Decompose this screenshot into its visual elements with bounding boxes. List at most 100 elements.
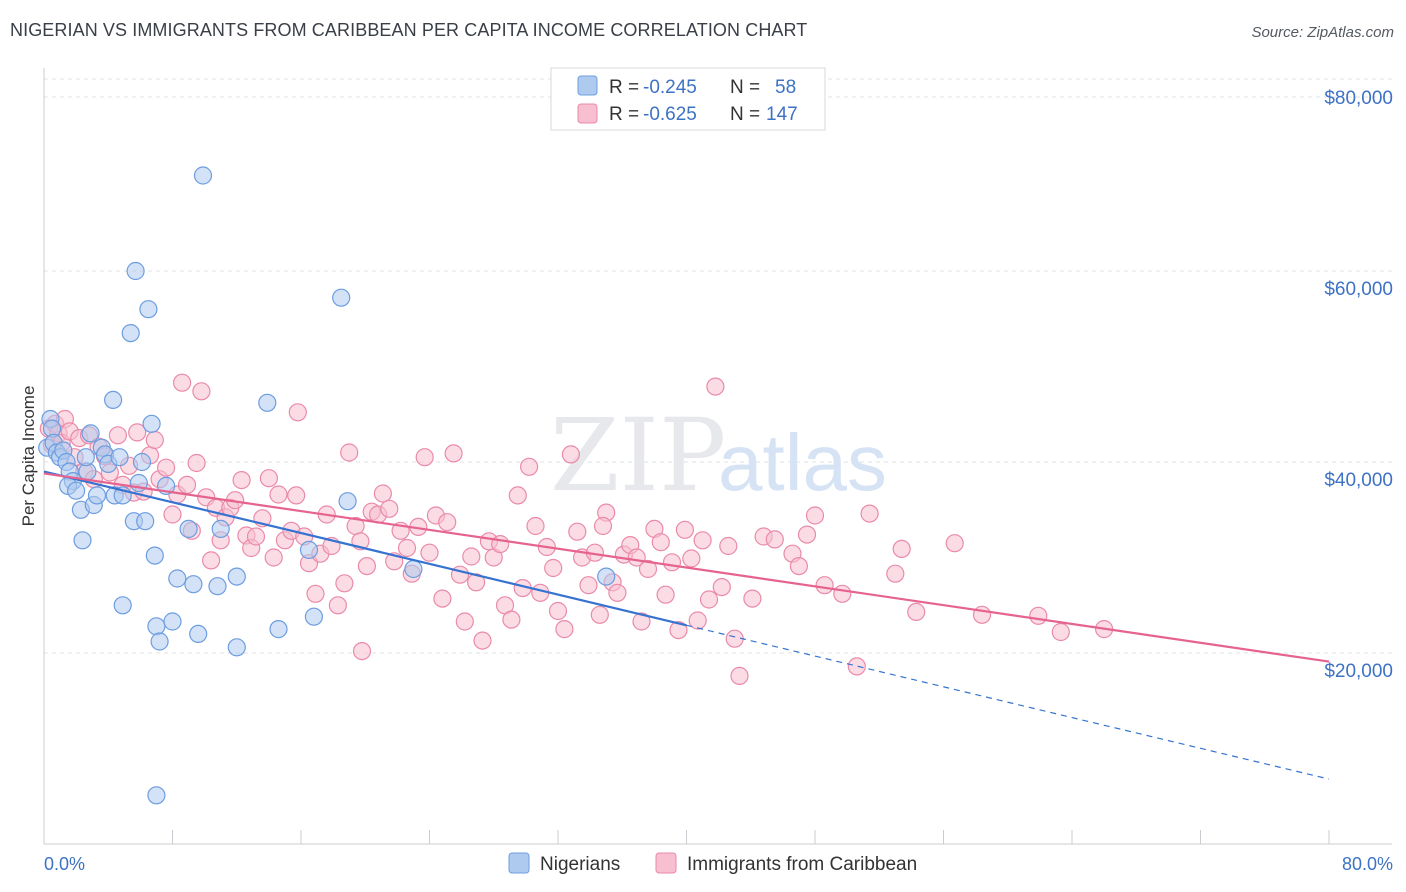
caribbean-data-point	[352, 641, 372, 661]
caribbean-data-point	[638, 559, 658, 579]
caribbean-data-point	[815, 576, 834, 595]
stats-n-value-1: 58	[775, 77, 796, 98]
nigerian-data-point	[208, 577, 227, 596]
caribbean-data-point	[699, 590, 719, 609]
y-tick-label-60000: $60,000	[1324, 279, 1393, 300]
legend-label-nigerians[interactable]: Nigerians	[540, 854, 620, 875]
caribbean-data-point	[306, 584, 325, 603]
stats-swatch-caribbean	[577, 103, 598, 124]
caribbean-data-point	[335, 574, 354, 593]
stats-n-value-2: 147	[766, 104, 798, 125]
caribbean-data-point	[805, 506, 825, 525]
legend-label-caribbean[interactable]: Immigrants from Caribbean	[687, 854, 917, 875]
trend-lines	[43, 470, 1330, 780]
caribbean-data-point	[693, 531, 712, 550]
caribbean-data-point	[328, 596, 347, 615]
caribbean-data-point	[438, 513, 457, 532]
caribbean-data-point	[632, 612, 651, 631]
nigerian-data-point	[81, 424, 100, 443]
caribbean-data-point	[420, 543, 439, 562]
caribbean-data-point	[264, 548, 283, 567]
caribbean-data-point	[415, 448, 434, 467]
caribbean-data-point	[561, 445, 581, 464]
caribbean-data-point	[590, 605, 609, 624]
caribbean-data-point	[287, 486, 306, 505]
caribbean-data-point	[1029, 606, 1048, 625]
caribbean-data-point	[706, 377, 725, 396]
nigerians-trend-line	[43, 470, 687, 627]
source-credit: Source: ZipAtlas.com	[1251, 24, 1394, 41]
nigerian-data-point	[269, 619, 288, 639]
stats-n-label-1: N =	[730, 77, 760, 98]
legend-swatch-nigerians[interactable]	[508, 852, 530, 874]
caribbean-data-point	[743, 589, 762, 608]
nigerian-data-point	[87, 486, 107, 505]
caribbean-data-point	[886, 564, 905, 583]
caribbean-data-point	[568, 522, 587, 541]
caribbean-data-point	[847, 657, 866, 676]
nigerian-data-point	[113, 596, 132, 615]
nigerian-data-point	[184, 575, 203, 594]
caribbean-data-point	[789, 556, 809, 576]
legend: Nigerians Immigrants from Caribbean	[508, 852, 917, 875]
caribbean-data-point	[669, 620, 688, 640]
caribbean-trend-line	[43, 472, 1330, 663]
caribbean-data-point	[719, 536, 738, 556]
stats-box: R = -0.245 N = 58 R = -0.625 N = 147	[550, 67, 826, 131]
caribbean-data-point	[380, 499, 399, 518]
caribbean-data-point	[608, 583, 627, 602]
caribbean-data-point	[502, 610, 521, 629]
caribbean-data-point	[688, 611, 707, 630]
caribbean-data-point	[526, 516, 545, 536]
caribbean-data-point	[397, 538, 417, 558]
nigerian-data-point	[299, 540, 319, 560]
caribbean-data-point	[259, 469, 278, 488]
caribbean-data-point	[232, 471, 251, 490]
nigerian-data-point	[168, 569, 187, 588]
nigerian-data-point	[139, 300, 158, 319]
caribbean-data-point	[945, 534, 964, 553]
caribbean-data-point	[508, 486, 527, 505]
caribbean-data-point	[444, 444, 463, 463]
x-tick-label-max: 80.0%	[1342, 854, 1393, 874]
nigerian-data-point	[304, 607, 323, 626]
caribbean-data-point	[675, 520, 695, 539]
stats-r-value-1: -0.245	[643, 77, 697, 98]
caribbean-data-point	[651, 533, 670, 552]
caribbean-data-point	[662, 553, 682, 572]
caribbean-data-point	[128, 423, 147, 442]
nigerian-data-point	[110, 448, 129, 467]
caribbean-data-point	[157, 458, 176, 477]
nigerian-data-point	[121, 324, 140, 343]
y-axis-title: Per Capita Income	[19, 386, 38, 527]
caribbean-data-point	[357, 556, 376, 576]
caribbean-data-point	[682, 549, 701, 568]
series-nigerians-points	[38, 166, 616, 805]
nigerian-data-point	[103, 390, 123, 409]
watermark-atlas: atlas	[718, 418, 887, 507]
nigerian-data-point	[126, 261, 145, 281]
nigerian-data-point	[150, 632, 169, 651]
nigerian-data-point	[404, 559, 423, 579]
caribbean-data-point	[108, 426, 128, 445]
caribbean-data-point	[797, 525, 817, 544]
caribbean-data-point	[555, 619, 574, 639]
caribbean-data-point	[288, 403, 307, 422]
nigerian-data-point	[132, 452, 152, 472]
caribbean-data-point	[473, 631, 492, 650]
nigerian-data-point	[163, 612, 182, 631]
legend-swatch-caribbean[interactable]	[655, 852, 677, 874]
caribbean-data-point	[433, 589, 452, 608]
caribbean-data-point	[730, 666, 749, 686]
caribbean-data-point	[373, 484, 392, 503]
caribbean-data-point	[462, 547, 481, 566]
nigerian-data-point	[211, 519, 230, 539]
caribbean-data-point	[860, 504, 879, 523]
caribbean-data-point	[656, 585, 675, 604]
caribbean-data-point	[491, 534, 510, 554]
nigerian-data-point	[332, 288, 351, 307]
nigerian-data-point	[147, 786, 166, 805]
caribbean-data-point	[246, 527, 266, 546]
chart-title: NIGERIAN VS IMMIGRANTS FROM CARIBBEAN PE…	[10, 20, 808, 40]
caribbean-data-point	[187, 453, 206, 473]
